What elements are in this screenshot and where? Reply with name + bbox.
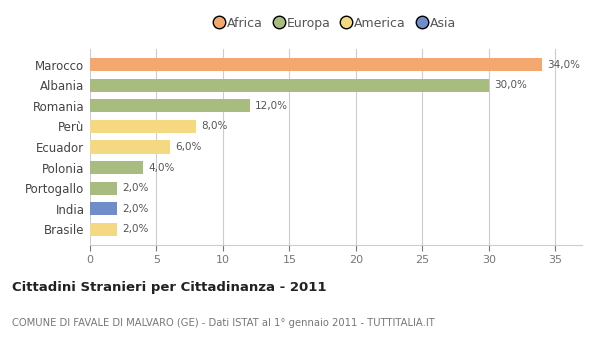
- Text: 4,0%: 4,0%: [149, 163, 175, 173]
- Text: 2,0%: 2,0%: [122, 183, 148, 193]
- Bar: [90, 58, 542, 71]
- Legend: Africa, Europa, America, Asia: Africa, Europa, America, Asia: [211, 12, 461, 35]
- Bar: [90, 120, 196, 133]
- Bar: [90, 161, 143, 174]
- Text: COMUNE DI FAVALE DI MALVARO (GE) - Dati ISTAT al 1° gennaio 2011 - TUTTITALIA.IT: COMUNE DI FAVALE DI MALVARO (GE) - Dati …: [12, 317, 435, 328]
- Text: 6,0%: 6,0%: [175, 142, 202, 152]
- Text: 12,0%: 12,0%: [255, 101, 288, 111]
- Text: 2,0%: 2,0%: [122, 204, 148, 214]
- Text: 8,0%: 8,0%: [202, 121, 228, 131]
- Bar: [90, 223, 116, 236]
- Bar: [90, 140, 170, 154]
- Text: 30,0%: 30,0%: [494, 80, 527, 90]
- Text: 2,0%: 2,0%: [122, 224, 148, 234]
- Text: Cittadini Stranieri per Cittadinanza - 2011: Cittadini Stranieri per Cittadinanza - 2…: [12, 280, 326, 294]
- Bar: [90, 99, 250, 112]
- Bar: [90, 182, 116, 195]
- Bar: [90, 202, 116, 216]
- Bar: [90, 78, 489, 92]
- Text: 34,0%: 34,0%: [547, 60, 580, 70]
